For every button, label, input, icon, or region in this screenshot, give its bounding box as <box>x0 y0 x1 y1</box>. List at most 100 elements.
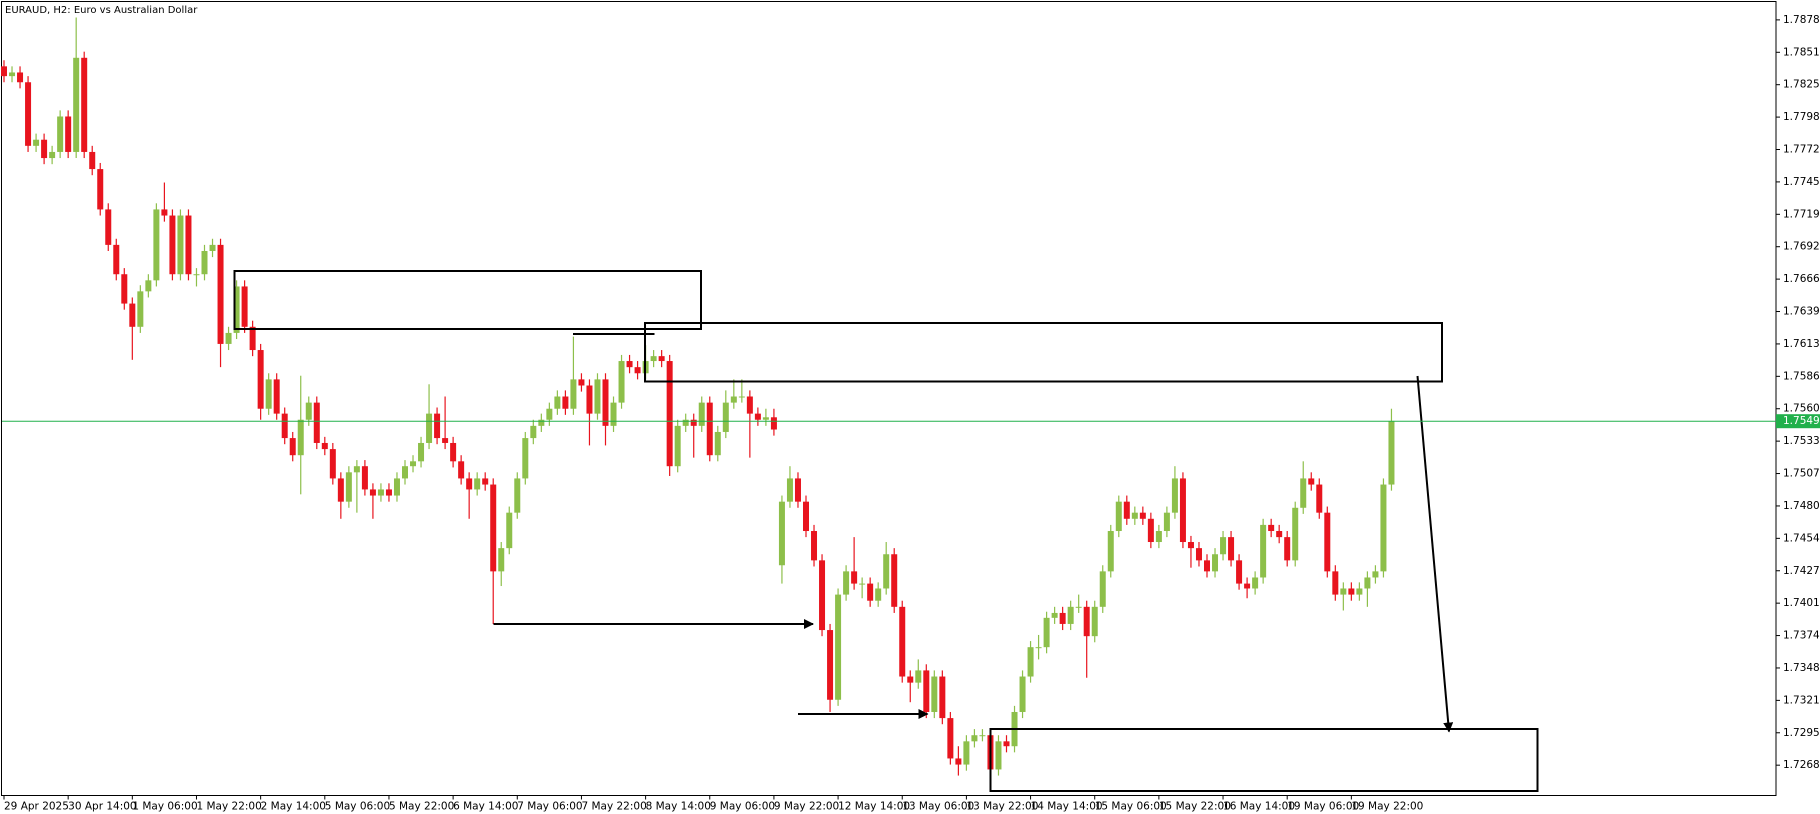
candle-body <box>698 402 705 426</box>
candle-body <box>714 431 721 456</box>
candle-body <box>442 438 449 443</box>
x-tick-label: 1 May 22:00 <box>196 801 261 813</box>
candle-body <box>618 361 625 403</box>
candle-body <box>121 274 128 304</box>
candle-body <box>9 72 16 77</box>
candle-body <box>201 250 208 275</box>
candle-body <box>883 554 890 589</box>
candle-body <box>450 442 457 462</box>
candle-body <box>939 676 946 719</box>
candle-body <box>1204 560 1210 572</box>
candle-body <box>706 402 713 456</box>
candle-body <box>1115 501 1122 532</box>
candle-body <box>1139 512 1146 519</box>
x-tick-label: 13 May 22:00 <box>966 801 1038 813</box>
candle-body <box>786 478 793 502</box>
y-tick-label: 1.77190 <box>1783 208 1820 220</box>
candle-body <box>1316 484 1323 513</box>
candle-body <box>1356 588 1363 595</box>
candle-body <box>634 367 641 374</box>
candle-body <box>313 402 320 443</box>
y-tick-label: 1.73745 <box>1783 630 1820 642</box>
candle-body <box>1276 531 1283 538</box>
candle-body <box>907 676 914 683</box>
candle-body <box>1220 537 1227 555</box>
y-tick-label: 1.77720 <box>1783 144 1820 156</box>
candle-body <box>1075 606 1082 608</box>
candle-body <box>498 548 505 572</box>
candle-body <box>1252 577 1259 589</box>
candle-body <box>1027 647 1034 677</box>
candle-body <box>89 151 96 170</box>
candle-body <box>466 478 473 490</box>
candle-body <box>369 489 376 496</box>
candle-body <box>578 379 585 386</box>
candle-body <box>1083 606 1090 637</box>
candle-body <box>586 385 593 414</box>
candle-body <box>105 209 112 245</box>
candle-body <box>859 583 866 585</box>
y-tick-label: 1.78250 <box>1783 79 1820 91</box>
candle-body <box>1059 612 1066 624</box>
y-tick-label: 1.78515 <box>1783 46 1820 58</box>
candle-body <box>955 758 962 765</box>
candle-body <box>1131 512 1138 519</box>
x-tick-label: 6 May 14:00 <box>453 801 518 813</box>
x-tick-label: 15 May 06:00 <box>1095 801 1167 813</box>
x-tick-label: 7 May 06:00 <box>517 801 582 813</box>
candle-body <box>738 396 745 398</box>
candle-body <box>754 413 761 420</box>
candle-body <box>931 676 938 712</box>
candle-body <box>674 425 681 467</box>
candle-body <box>185 215 192 275</box>
x-tick-label: 9 May 06:00 <box>710 801 775 813</box>
candle-body <box>923 670 930 712</box>
candle-body <box>33 139 40 146</box>
candle-body <box>730 396 737 403</box>
candle-body <box>353 466 360 473</box>
annotations <box>233 270 1539 792</box>
candle-body <box>410 461 417 467</box>
candle-body <box>530 425 537 439</box>
candle-body <box>506 512 513 549</box>
y-tick-label: 1.72685 <box>1783 759 1820 771</box>
candle-body <box>1244 583 1251 589</box>
candle-body <box>169 215 176 275</box>
candle-body <box>249 326 256 351</box>
x-tick-label: 9 May 22:00 <box>774 801 839 813</box>
candle-body <box>81 57 88 152</box>
candle-body <box>522 438 529 479</box>
x-tick-label: 1 May 06:00 <box>132 801 197 813</box>
candle-body <box>803 501 809 532</box>
candle-body <box>690 419 697 426</box>
zone-box <box>989 728 1539 792</box>
candle-body <box>626 361 633 368</box>
candle-body <box>321 442 328 450</box>
candle-body <box>1195 548 1202 561</box>
candle-body <box>1228 537 1235 561</box>
candle-body <box>418 442 425 462</box>
candle-body <box>658 356 665 362</box>
candle-body <box>1268 524 1275 532</box>
y-tick-label: 1.77455 <box>1783 176 1820 188</box>
candle-body <box>1155 531 1162 543</box>
candle-body <box>1147 518 1154 543</box>
y-tick-label: 1.76130 <box>1783 338 1820 350</box>
candle-body <box>458 461 465 479</box>
candle-body <box>25 82 32 146</box>
candle-body <box>490 484 497 572</box>
y-tick-label: 1.74805 <box>1783 500 1820 512</box>
candle-body <box>426 413 433 443</box>
candle-body <box>209 244 216 251</box>
x-tick-label: 8 May 14:00 <box>646 801 711 813</box>
candle-body <box>297 419 304 456</box>
candle-body <box>193 274 200 276</box>
candle-body <box>329 449 336 479</box>
chart-title: EURAUD, H2: Euro vs Australian Dollar <box>5 5 198 16</box>
candle-body <box>281 413 288 439</box>
candle-body <box>393 478 400 496</box>
candle-body <box>899 606 906 677</box>
candle-body <box>17 72 24 83</box>
x-tick-label: 14 May 14:00 <box>1031 801 1103 813</box>
